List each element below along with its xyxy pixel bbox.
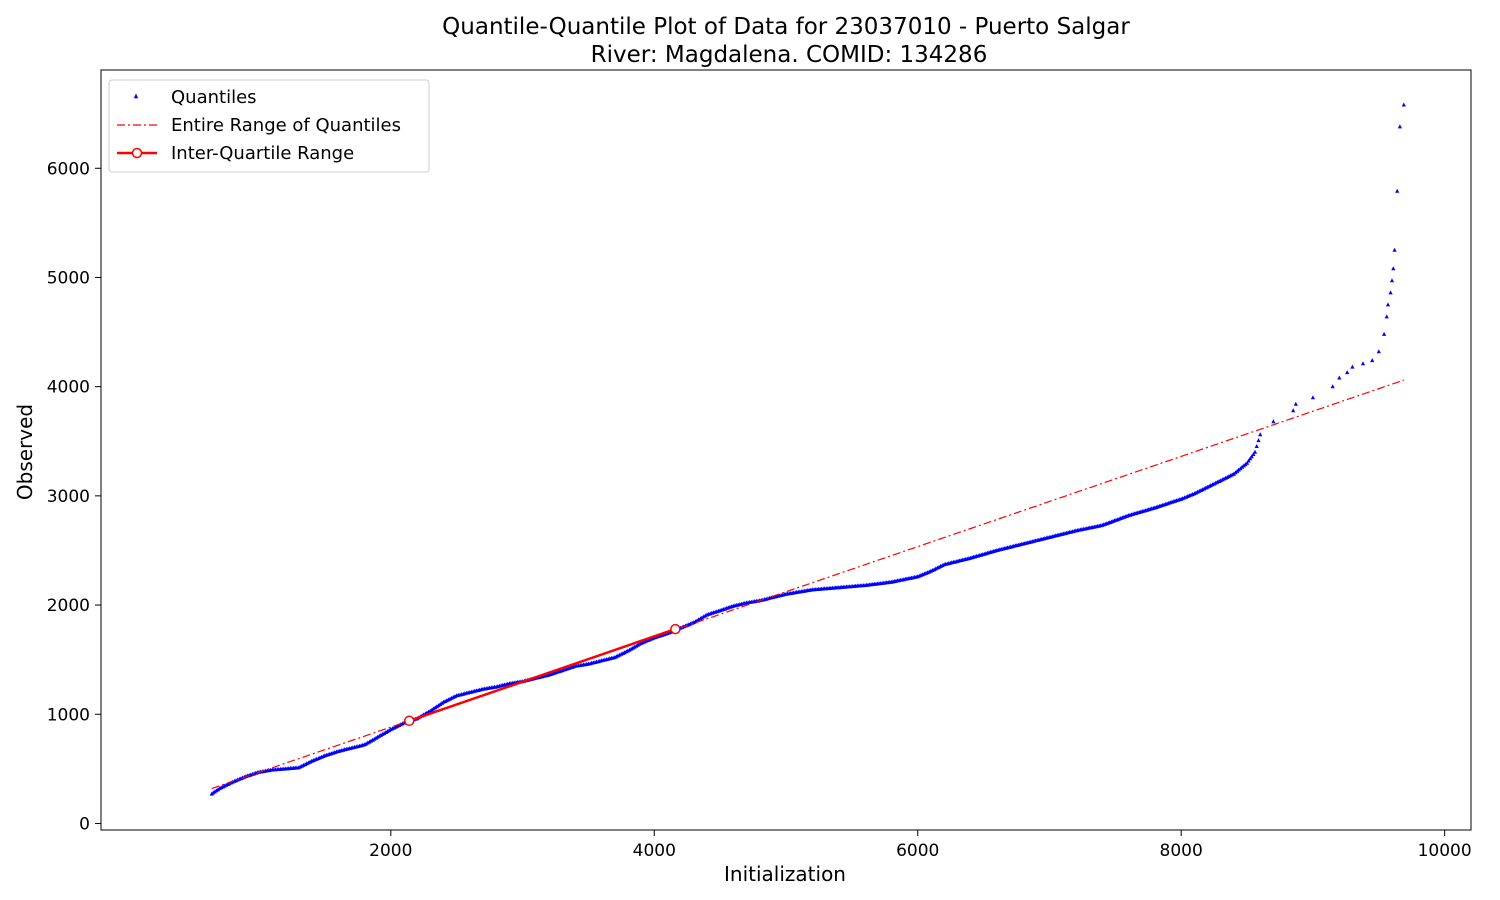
quantile-point — [431, 706, 436, 711]
quantile-point — [1248, 456, 1253, 461]
y-tick-label: 1000 — [47, 705, 90, 725]
legend-marker-quantiles — [133, 93, 139, 99]
quantile-point — [1350, 364, 1355, 369]
x-tick-label: 10000 — [1418, 841, 1472, 861]
quantile-point — [1392, 247, 1397, 252]
x-tick-label: 4000 — [633, 841, 676, 861]
legend-marker-inter-quartile — [131, 147, 143, 159]
quantile-point — [1401, 102, 1406, 107]
quantile-point — [1246, 458, 1251, 463]
quantile-markers — [209, 102, 1406, 796]
quantile-point — [1391, 266, 1396, 271]
quantile-point — [1395, 188, 1400, 193]
quantile-point — [1291, 408, 1296, 413]
x-tick-label: 6000 — [896, 841, 939, 861]
quantile-point — [1310, 395, 1315, 400]
quantile-point — [1249, 454, 1254, 459]
legend-box — [108, 79, 430, 173]
quantile-point — [1252, 449, 1258, 454]
quantile-point — [1293, 401, 1298, 406]
x-axis-ticks: 2000 4000 6000 8000 10000 — [369, 830, 1472, 861]
y-tick-label: 5000 — [47, 268, 90, 288]
quantile-point — [1385, 302, 1391, 307]
legend-item-entire-range: Entire Range of Quantiles — [117, 115, 401, 136]
plot-area — [100, 69, 1472, 831]
quantile-point — [434, 704, 439, 709]
inter-quartile-line — [408, 627, 676, 722]
x-axis-label: Initialization — [724, 862, 846, 886]
entire-range-line — [211, 379, 1405, 790]
quantile-point — [1345, 370, 1350, 375]
y-tick-label: 0 — [79, 814, 90, 834]
quantile-point — [1258, 432, 1263, 437]
quantile-point — [1337, 375, 1342, 380]
quantile-point — [1330, 384, 1335, 389]
quantile-point — [1271, 419, 1276, 424]
legend-item-inter-quartile: Inter-Quartile Range — [117, 143, 354, 164]
y-tick-label: 2000 — [47, 596, 90, 616]
quantile-point — [1245, 460, 1250, 465]
x-tick-label: 8000 — [1160, 841, 1203, 861]
inter-quartile-endpoint — [670, 623, 681, 635]
legend-item-quantiles: Quantiles — [133, 87, 257, 108]
quantile-point — [1254, 444, 1259, 448]
quantile-point — [428, 708, 433, 713]
legend-label-quantiles: Quantiles — [171, 87, 257, 108]
quantile-point — [1251, 452, 1256, 456]
y-axis-label: Observed — [13, 404, 37, 500]
y-tick-label: 6000 — [47, 159, 90, 179]
quantile-point — [1388, 290, 1393, 295]
quantile-point — [1384, 314, 1389, 319]
legend-label-inter-quartile: Inter-Quartile Range — [171, 143, 354, 164]
quantile-point — [1389, 278, 1395, 283]
x-tick-label: 2000 — [369, 841, 412, 861]
quantile-point — [1376, 349, 1381, 354]
y-tick-label: 4000 — [47, 378, 90, 398]
quantile-point — [1382, 331, 1387, 336]
legend-label-entire-range: Entire Range of Quantiles — [171, 115, 401, 136]
quantile-point — [1256, 438, 1261, 443]
y-axis-ticks: 0 1000 2000 3000 4000 5000 6000 — [47, 159, 101, 834]
quantile-point — [438, 702, 443, 706]
inter-quartile-endpoint — [404, 715, 415, 727]
reference-lines — [211, 379, 1405, 790]
legend: Quantiles Entire Range of Quantiles Inte… — [108, 79, 430, 173]
y-tick-label: 3000 — [47, 487, 90, 507]
chart-title: Quantile-Quantile Plot of Data for 23037… — [442, 14, 1130, 40]
quantile-point — [1360, 361, 1366, 366]
chart-subtitle: River: Magdalena. COMID: 134286 — [591, 42, 988, 68]
quantile-point — [1370, 358, 1375, 363]
quantile-point — [1397, 124, 1402, 129]
